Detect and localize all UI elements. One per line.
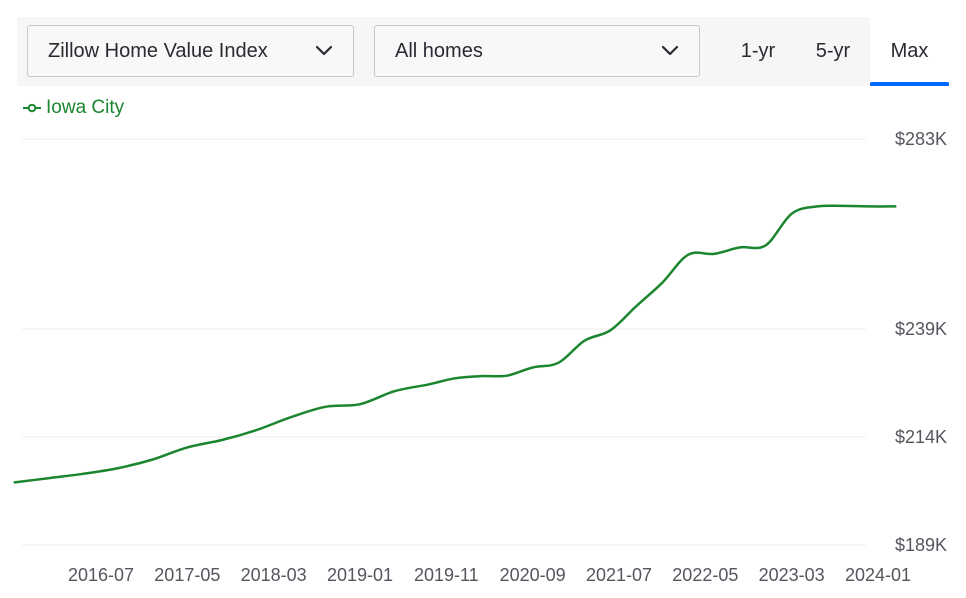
active-tab-indicator <box>870 82 949 86</box>
home-type-dropdown[interactable]: All homes <box>374 25 700 77</box>
chevron-down-icon <box>315 45 333 56</box>
x-tick-label: 2024-01 <box>845 565 911 585</box>
y-tick-label: $239K <box>895 319 947 339</box>
y-tick-label: $214K <box>895 427 947 447</box>
x-tick-label: 2020-09 <box>500 565 566 585</box>
series-line-iowa-city <box>13 204 897 484</box>
legend-line-marker-icon <box>23 103 41 113</box>
y-tick-label: $189K <box>895 535 947 555</box>
x-tick-label: 2016-07 <box>68 565 134 585</box>
range-tab-max[interactable]: Max <box>870 17 949 86</box>
metric-dropdown-label: Zillow Home Value Index <box>48 39 268 62</box>
x-tick-label: 2018-03 <box>241 565 307 585</box>
legend-series-label: Iowa City <box>46 97 125 118</box>
x-tick-label: 2022-05 <box>672 565 738 585</box>
range-tab-1yr[interactable]: 1-yr <box>727 17 789 86</box>
x-tick-label: 2019-01 <box>327 565 393 585</box>
x-tick-label: 2021-07 <box>586 565 652 585</box>
metric-dropdown[interactable]: Zillow Home Value Index <box>27 25 354 77</box>
range-tab-label: 1-yr <box>740 40 776 62</box>
y-tick-label: $283K <box>895 129 947 149</box>
range-tab-label: Max <box>890 40 929 62</box>
range-tab-label: 5-yr <box>815 40 851 62</box>
chart-controls-bar: Zillow Home Value Index All homes 1-yr 5… <box>17 17 949 86</box>
y-axis-ticks: $189K $214K $239K $283K <box>895 129 947 555</box>
x-tick-label: 2023-03 <box>759 565 825 585</box>
chart-legend[interactable]: Iowa City <box>22 96 124 120</box>
range-tab-5yr[interactable]: 5-yr <box>801 17 865 86</box>
x-tick-label: 2019-11 <box>414 565 479 585</box>
gridlines <box>22 138 866 546</box>
home-type-dropdown-label: All homes <box>395 39 483 62</box>
x-tick-label: 2017-05 <box>154 565 220 585</box>
chevron-down-icon <box>661 45 679 56</box>
x-axis-ticks: 2016-07 2017-05 2018-03 2019-01 2019-11 2020-… <box>68 565 911 585</box>
